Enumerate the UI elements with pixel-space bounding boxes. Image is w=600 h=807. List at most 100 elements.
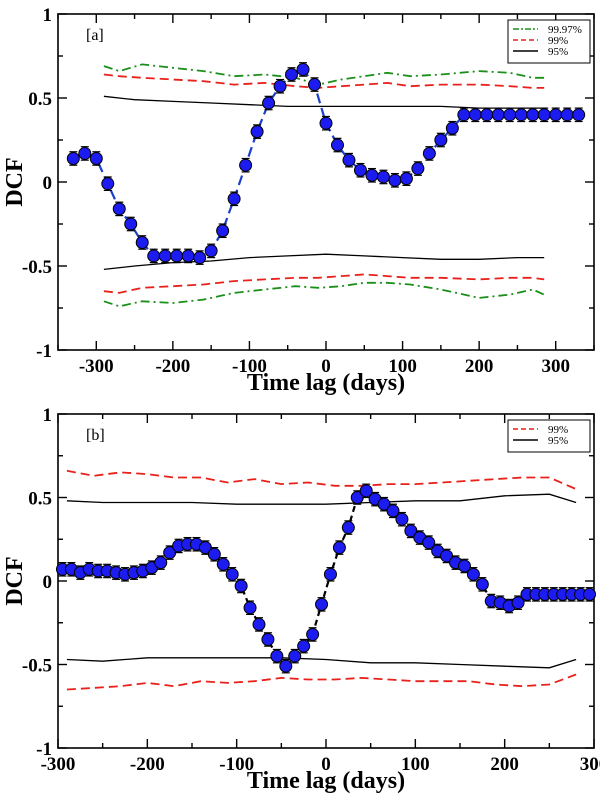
dcf-point: [468, 108, 482, 122]
dcf-point: [376, 170, 390, 184]
y-tick-label: 1: [43, 5, 53, 26]
dcf-point: [526, 108, 540, 122]
dcf-point: [288, 649, 302, 663]
dcf-point: [154, 556, 168, 570]
dcf-point: [319, 116, 333, 130]
dcf-point: [445, 121, 459, 135]
x-tick-label: -300: [41, 754, 76, 775]
dcf-point: [422, 146, 436, 160]
plot-frame: [57, 413, 595, 749]
dcf-point: [466, 567, 480, 581]
panel-label: [a]: [86, 27, 104, 44]
dcf-point: [386, 504, 400, 518]
dcf-point: [514, 108, 528, 122]
legend-label: 99.97%: [548, 24, 582, 36]
panel-label: [b]: [86, 427, 105, 444]
dcf-point: [285, 67, 299, 81]
dcf-point: [583, 587, 597, 601]
x-tick-label: 300: [580, 754, 600, 775]
dcf-point: [89, 151, 103, 165]
band-lower-95pct: [66, 657, 577, 669]
dcf-point: [147, 249, 161, 263]
dcf-point: [158, 249, 172, 263]
dcf-point: [511, 596, 525, 610]
band-upper-99pct: [66, 469, 577, 490]
dcf-point: [170, 249, 184, 263]
y-tick-label: -0.5: [22, 656, 52, 677]
dcf-point: [273, 79, 287, 93]
dcf-point: [388, 173, 402, 187]
y-tick-label: 0: [43, 572, 53, 593]
dcf-point: [560, 108, 574, 122]
dcf-point: [475, 577, 489, 591]
dcf-point: [503, 108, 517, 122]
dcf-point: [207, 547, 221, 561]
y-tick-label: -0.5: [22, 257, 52, 278]
x-axis-title: Time lag (days): [247, 768, 405, 794]
dcf-point: [308, 78, 322, 92]
x-tick-label: -100: [232, 356, 267, 377]
dcf-point: [252, 617, 266, 631]
x-tick-label: 200: [465, 356, 494, 377]
x-tick-label: -300: [79, 356, 114, 377]
dcf-point: [204, 244, 218, 258]
dcf-point: [549, 108, 563, 122]
legend-box: [507, 19, 591, 64]
dcf-point: [216, 224, 230, 238]
band-lower-99pct: [103, 273, 545, 294]
dcf-point: [359, 484, 373, 498]
dcf-point: [262, 96, 276, 110]
dcf-point: [250, 125, 264, 139]
dcf-point: [193, 251, 207, 265]
dcf-point: [181, 249, 195, 263]
dcf-point: [411, 162, 425, 176]
x-tick-label: -200: [130, 754, 165, 775]
dcf-point: [296, 62, 310, 76]
dcf-point: [422, 536, 436, 550]
dcf-point: [306, 627, 320, 641]
y-tick-label: -1: [36, 341, 52, 362]
y-axis-title: DCF: [2, 157, 28, 206]
dcf-point: [279, 659, 293, 673]
y-tick-label: 0: [43, 173, 53, 194]
dcf-point: [332, 541, 346, 555]
dcf-point: [135, 235, 149, 249]
dcf-point: [315, 597, 329, 611]
legend-label: 99%: [548, 35, 568, 47]
x-tick-label: -100: [219, 754, 254, 775]
band-upper-99-97pct: [103, 63, 545, 86]
y-tick-label: 0.5: [28, 89, 52, 110]
dcf-point: [216, 557, 230, 571]
dcf-point: [243, 601, 257, 615]
legend-label: 99%: [548, 424, 568, 436]
x-tick-label: 200: [490, 754, 519, 775]
dcf-point: [457, 108, 471, 122]
band-upper-95pct: [103, 95, 545, 109]
panel-a: -300 -200 -100 0 100 200 300 -1 -0.5 0 0.5 1 Time la…: [2, 5, 595, 396]
dcf-point: [434, 133, 448, 147]
dcf-point: [101, 177, 115, 191]
y-tick-label: -1: [36, 739, 52, 760]
x-tick-label: 0: [321, 754, 331, 775]
band-lower-99-97pct: [103, 281, 545, 308]
band-lower-99pct: [66, 673, 577, 691]
dcf-point: [395, 512, 409, 526]
dcf-point: [323, 567, 337, 581]
legend-box: [507, 419, 591, 453]
dcf-point: [225, 567, 239, 581]
y-tick-label: 1: [43, 405, 53, 426]
dcf-point: [78, 146, 92, 160]
dcf-point: [270, 649, 284, 663]
dcf-point: [457, 559, 471, 573]
band-upper-95pct: [66, 493, 577, 505]
x-tick-label: 100: [401, 754, 430, 775]
legend-label: 95%: [548, 46, 568, 58]
dcf-point: [124, 217, 138, 231]
dcf-point: [261, 632, 275, 646]
x-axis-title: Time lag (days): [247, 370, 405, 396]
dcf-point: [399, 172, 413, 186]
dcf-point: [491, 108, 505, 122]
x-tick-label: 100: [388, 356, 417, 377]
